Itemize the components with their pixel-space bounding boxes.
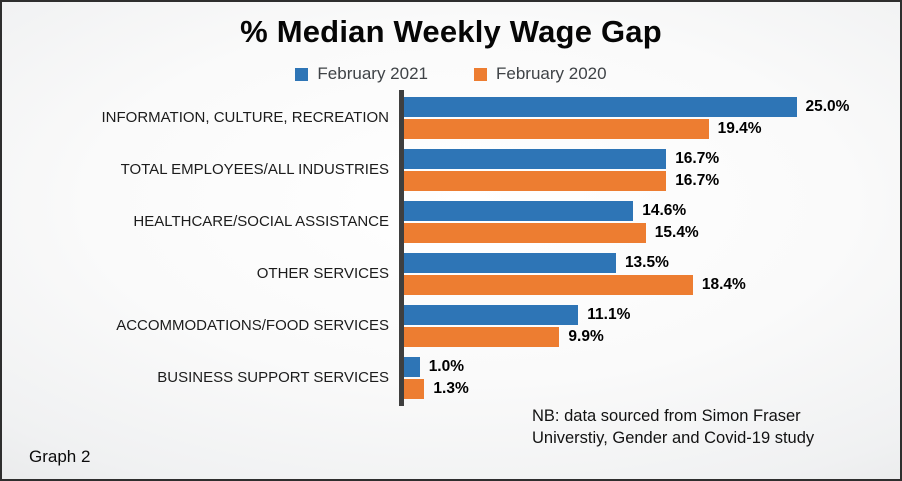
bar-line: 14.6%	[404, 201, 892, 221]
data-label: 25.0%	[805, 98, 850, 115]
legend: February 2021 February 2020	[2, 64, 900, 84]
data-label: 9.9%	[568, 328, 604, 345]
legend-item-feb-2020: February 2020	[474, 64, 607, 84]
bars-group: 25.0% 19.4%	[399, 97, 892, 139]
chart-row: HEALTHCARE/SOCIAL ASSISTANCE 14.6% 15.4%	[14, 196, 892, 248]
bar-line: 25.0%	[404, 97, 892, 117]
bar-feb-2021	[404, 305, 579, 325]
bar-feb-2020	[404, 171, 667, 191]
chart-title: % Median Weekly Wage Gap	[240, 14, 662, 49]
data-label: 1.0%	[428, 358, 465, 375]
legend-swatch-icon	[295, 67, 309, 81]
legend-swatch-icon	[474, 67, 487, 81]
category-label: TOTAL EMPLOYEES/ALL INDUSTRIES	[120, 160, 389, 178]
chart-rows: INFORMATION, CULTURE, RECREATION 25.0% 19.…	[14, 92, 892, 404]
bar-feb-2020	[404, 223, 646, 243]
bar-line: 16.7%	[404, 171, 892, 191]
bar-line: 19.4%	[404, 119, 892, 139]
bar-feb-2020	[404, 119, 709, 139]
bars-group: 16.7% 16.7%	[399, 149, 892, 191]
legend-label: February 2020	[496, 64, 607, 83]
category-label: INFORMATION, CULTURE, RECREATION	[101, 108, 389, 126]
bar-feb-2020	[404, 379, 425, 399]
bar-feb-2021	[404, 149, 667, 169]
data-label: 14.6%	[642, 202, 687, 219]
data-label: 15.4%	[654, 224, 699, 241]
source-note-line: Universtiy, Gender and Covid-19 study	[532, 428, 815, 447]
bar-chart: INFORMATION, CULTURE, RECREATION 25.0% 19.…	[14, 90, 892, 406]
chart-row: INFORMATION, CULTURE, RECREATION 25.0% 19.…	[14, 92, 892, 144]
chart-row: OTHER SERVICES 13.5% 18.4%	[14, 248, 892, 300]
source-note-line: NB: data sourced from Simon Fraser	[532, 407, 801, 425]
bar-line: 16.7%	[404, 149, 892, 169]
category-label: BUSINESS SUPPORT SERVICES	[157, 368, 389, 386]
bar-line: 15.4%	[404, 223, 892, 243]
bar-feb-2020	[404, 275, 693, 295]
bar-line: 11.1%	[404, 305, 892, 325]
bar-feb-2021	[404, 201, 634, 221]
bar-line: 13.5%	[404, 253, 892, 273]
source-note: NB: data sourced from Simon Fraser Univer…	[532, 406, 814, 450]
graph-caption: Graph 2	[29, 447, 91, 466]
bars-group: 13.5% 18.4%	[399, 253, 892, 295]
bar-feb-2021	[404, 357, 420, 377]
bars-group: 14.6% 15.4%	[399, 201, 892, 243]
data-label: 16.7%	[675, 172, 720, 189]
chart-row: BUSINESS SUPPORT SERVICES 1.0% 1.3%	[14, 352, 892, 404]
data-label: 16.7%	[675, 150, 720, 167]
category-axis-line	[399, 90, 404, 406]
chart-row: TOTAL EMPLOYEES/ALL INDUSTRIES 16.7% 16.7%	[14, 144, 892, 196]
legend-label: February 2021	[317, 64, 428, 83]
data-label: 18.4%	[701, 276, 746, 293]
legend-item-feb-2021: February 2021	[295, 64, 428, 84]
data-label: 11.1%	[587, 306, 631, 323]
bars-group: 11.1% 9.9%	[399, 305, 892, 347]
data-label: 19.4%	[717, 120, 762, 137]
bar-line: 18.4%	[404, 275, 892, 295]
chart-row: ACCOMMODATIONS/FOOD SERVICES 11.1% 9.9%	[14, 300, 892, 352]
bars-group: 1.0% 1.3%	[399, 357, 892, 399]
bar-line: 9.9%	[404, 327, 892, 347]
bar-feb-2020	[404, 327, 560, 347]
data-label: 13.5%	[624, 254, 669, 271]
bar-feb-2021	[404, 97, 797, 117]
category-label: OTHER SERVICES	[256, 264, 389, 282]
category-label: ACCOMMODATIONS/FOOD SERVICES	[116, 316, 389, 334]
bar-line: 1.3%	[404, 379, 892, 399]
data-label: 1.3%	[433, 380, 469, 397]
bar-feb-2021	[404, 253, 616, 273]
bar-line: 1.0%	[404, 357, 892, 377]
category-label: HEALTHCARE/SOCIAL ASSISTANCE	[133, 212, 389, 230]
